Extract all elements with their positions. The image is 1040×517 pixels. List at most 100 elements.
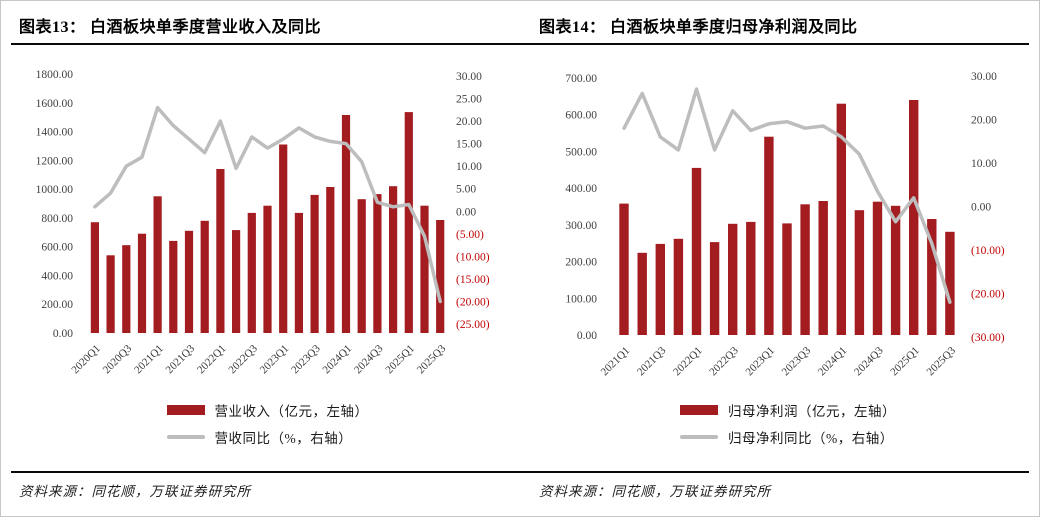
x-axis-tick: 2021Q1 — [599, 345, 633, 379]
bar-2022Q3 — [247, 212, 256, 333]
yoy-line — [93, 105, 442, 304]
bar-swatch-icon — [680, 405, 718, 415]
line-swatch-icon — [166, 435, 205, 439]
legend-label: 营收同比（%，右轴） — [214, 431, 353, 446]
legend-label: 归母净利润（亿元，左轴） — [728, 404, 896, 419]
left-axis-tick: 700.00 — [565, 73, 597, 85]
left-axis-tick: 0.00 — [53, 328, 73, 340]
x-axis-tick: 2025Q1 — [383, 343, 417, 377]
bar-2021Q4 — [200, 220, 209, 333]
x-axis-tick: 2022Q1 — [195, 343, 229, 377]
left-axis-tick: 600.00 — [41, 242, 73, 254]
title-divider-rule — [11, 43, 1029, 45]
x-axis-tick: 2020Q3 — [101, 342, 135, 376]
left-axis-tick: 400.00 — [565, 183, 597, 195]
right-axis-tick: (25.00) — [456, 319, 490, 331]
bar-2022Q4 — [746, 221, 756, 335]
bar-2021Q2 — [169, 240, 178, 333]
right-axis-tick: (10.00) — [971, 245, 1005, 257]
bar-2020Q1 — [90, 222, 99, 333]
left-axis-tick: 500.00 — [565, 146, 597, 158]
figure14-chart: 0.00 100.00 200.00 300.00 400.00 500.00 600.00… — [565, 71, 1005, 379]
right-axis-tick: 30.00 — [971, 71, 997, 83]
x-axis-tick: 2020Q1 — [69, 343, 103, 377]
right-axis-tick: 25.00 — [456, 94, 482, 106]
bar-2023Q2 — [782, 223, 792, 335]
figure13-legend: 营业收入（亿元，左轴） 营收同比（%，右轴） — [87, 400, 448, 447]
bar-2023Q3 — [800, 204, 810, 335]
bar-2022Q2 — [709, 242, 720, 335]
bar-2024Q3 — [373, 194, 382, 333]
figure13-source: 资料来源：同花顺，万联证券研究所 — [19, 484, 251, 499]
x-axis-tick: 2024Q1 — [816, 345, 850, 379]
bar-2020Q2 — [106, 255, 115, 333]
figure14-title: 图表14： 白酒板块单季度归母净利润及同比 — [539, 19, 858, 36]
bar-2021Q4 — [673, 238, 684, 335]
bar-2020Q4 — [137, 233, 147, 333]
right-axis-tick: (10.00) — [456, 251, 490, 263]
bar-2023Q1 — [279, 144, 288, 333]
line-swatch-icon — [680, 435, 718, 439]
bar-2023Q4 — [326, 187, 335, 333]
right-axis-tick: 30.00 — [456, 71, 482, 83]
bar-2025Q2 — [420, 205, 429, 333]
bar-2022Q1 — [216, 169, 225, 333]
figure14-legend: 归母净利润（亿元，左轴） 归母净利同比（%，右轴） — [615, 400, 961, 447]
yoy-line — [622, 87, 952, 304]
x-axis-tick: 2022Q1 — [671, 345, 705, 379]
figure14-source: 资料来源：同花顺，万联证券研究所 — [539, 484, 771, 499]
x-axis-tick: 2025Q3 — [415, 342, 449, 376]
legend-label: 营业收入（亿元，左轴） — [214, 404, 369, 419]
x-axis-tick: 2022Q3 — [707, 344, 741, 378]
x-axis-tick: 2025Q3 — [924, 344, 958, 378]
legend-item-netprofit-yoy: 归母净利同比（%，右轴） — [680, 427, 896, 447]
figure13-title: 图表13： 白酒板块单季度营业收入及同比 — [19, 19, 322, 36]
left-axis-tick: 600.00 — [565, 110, 597, 122]
left-axis-tick: 400.00 — [41, 270, 73, 282]
bar-2020Q3 — [122, 245, 131, 333]
right-axis-tick: 5.00 — [456, 184, 476, 196]
figure13-chart: 0.00 200.00 400.00 600.00 800.00 1000.00 1200.… — [36, 69, 490, 377]
bar-2021Q3 — [184, 230, 194, 333]
bar-2025Q3 — [436, 220, 445, 333]
legend-label: 归母净利同比（%，右轴） — [728, 431, 894, 446]
x-axis-tick: 2025Q1 — [888, 345, 922, 379]
x-axis-tick: 2021Q3 — [164, 342, 198, 376]
legend-item-revenue: 营业收入（亿元，左轴） — [166, 400, 369, 420]
bar-2024Q3 — [872, 201, 883, 335]
right-axis-tick: 0.00 — [456, 206, 476, 218]
legend-item-netprofit: 归母净利润（亿元，左轴） — [680, 400, 896, 420]
right-axis-tick: (30.00) — [971, 332, 1005, 344]
x-axis-tick: 2021Q3 — [635, 344, 669, 378]
x-axis-tick: 2023Q1 — [258, 343, 292, 377]
bar-2022Q4 — [263, 205, 272, 333]
left-axis-tick: 100.00 — [565, 293, 597, 305]
left-axis-tick: 200.00 — [565, 257, 597, 269]
bar-2024Q2 — [854, 210, 865, 335]
bar-2023Q1 — [764, 136, 774, 335]
bar-2024Q4 — [890, 205, 901, 335]
right-axis-tick: (20.00) — [456, 296, 490, 308]
right-axis-tick: 10.00 — [971, 158, 997, 170]
right-axis-tick: (5.00) — [456, 229, 484, 241]
bar-2024Q4 — [389, 186, 398, 333]
right-axis-tick: 10.00 — [456, 161, 482, 173]
x-axis-tick: 2024Q3 — [852, 344, 886, 378]
bar-2023Q2 — [294, 212, 303, 333]
right-axis-tick: 20.00 — [456, 116, 482, 128]
bar-2022Q1 — [691, 167, 702, 335]
x-axis-tick: 2023Q1 — [743, 345, 777, 379]
legend-item-revenue-yoy: 营收同比（%，右轴） — [166, 427, 369, 447]
bar-2024Q2 — [357, 199, 366, 333]
bar-2025Q2 — [927, 219, 937, 335]
bar-2023Q3 — [310, 194, 319, 333]
bar-2022Q3 — [728, 223, 738, 335]
x-axis-tick: 2022Q3 — [226, 342, 260, 376]
bar-2025Q1 — [909, 100, 919, 335]
x-axis-tick: 2023Q3 — [289, 342, 323, 376]
bar-2021Q1 — [153, 196, 162, 333]
left-axis-tick: 1600.00 — [36, 98, 74, 110]
bar-2024Q1 — [836, 103, 846, 335]
bar-2025Q3 — [945, 231, 955, 335]
left-axis-tick: 1000.00 — [36, 184, 74, 196]
